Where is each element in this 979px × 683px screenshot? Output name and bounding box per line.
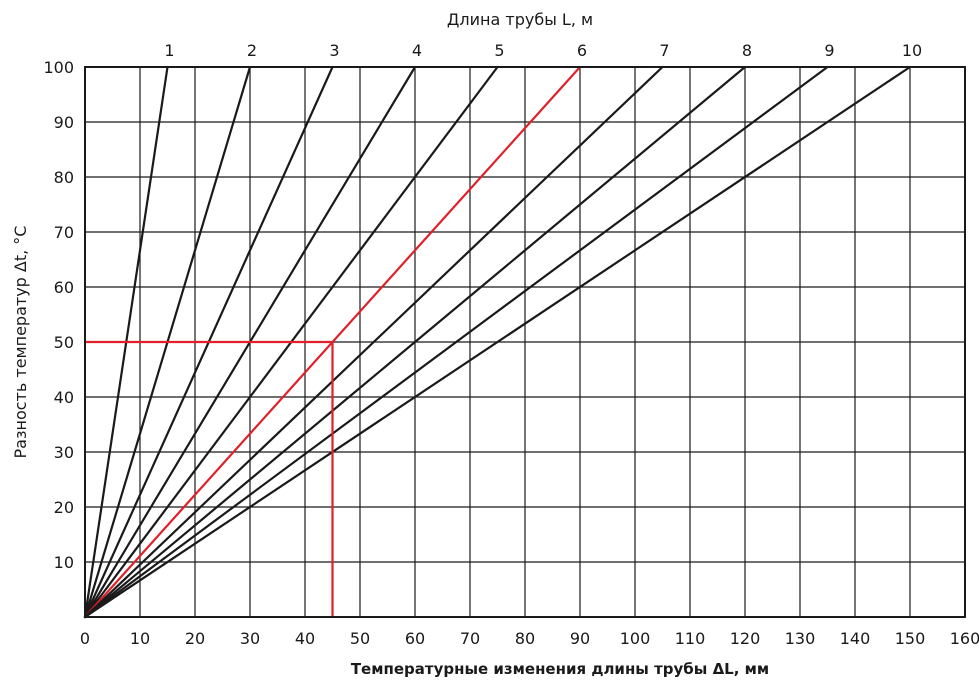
x-tick-label: 40 xyxy=(295,629,315,648)
y-tick-label: 80 xyxy=(54,168,74,187)
y-tick-label: 10 xyxy=(54,553,74,572)
x-tick-label: 150 xyxy=(895,629,926,648)
y-tick-label: 50 xyxy=(54,333,74,352)
series-label-6: 6 xyxy=(577,41,587,60)
series-line-8 xyxy=(83,65,747,619)
tick-labels: 0 10 20 30 40 50 60 70 80 90 100 110 120 130 140 150 160… xyxy=(43,41,979,648)
x-tick-label: 100 xyxy=(620,629,651,648)
x-axis-title: Температурные изменения длины трубы ΔL, … xyxy=(351,660,769,678)
top-axis-title: Длина трубы L, м xyxy=(447,10,593,29)
x-tick-label: 90 xyxy=(570,629,590,648)
x-tick-label: 120 xyxy=(730,629,761,648)
series-label-7: 7 xyxy=(659,41,669,60)
y-axis-title: Разность температур Δt, °C xyxy=(11,226,30,459)
plot-frame xyxy=(84,66,966,618)
example-path xyxy=(85,340,334,617)
x-tick-label: 110 xyxy=(675,629,706,648)
y-tick-label: 100 xyxy=(43,58,74,77)
y-tick-label: 30 xyxy=(54,443,74,462)
y-tick-label: 70 xyxy=(54,223,74,242)
series-label-10: 10 xyxy=(902,41,922,60)
series-label-1: 1 xyxy=(164,41,174,60)
x-tick-label: 0 xyxy=(80,629,90,648)
series-label-5: 5 xyxy=(494,41,504,60)
series-line-7 xyxy=(83,65,664,619)
series-label-3: 3 xyxy=(329,41,339,60)
x-tick-label: 130 xyxy=(785,629,816,648)
series-label-9: 9 xyxy=(824,41,834,60)
x-tick-label: 140 xyxy=(840,629,871,648)
y-tick-label: 90 xyxy=(54,113,74,132)
x-tick-label: 80 xyxy=(515,629,535,648)
series-line-10 xyxy=(83,65,912,619)
series-label-2: 2 xyxy=(247,41,257,60)
y-tick-label: 60 xyxy=(54,278,74,297)
x-tick-label: 20 xyxy=(185,629,205,648)
x-tick-label: 60 xyxy=(405,629,425,648)
y-tick-label: 40 xyxy=(54,388,74,407)
x-tick-label: 10 xyxy=(130,629,150,648)
x-tick-label: 30 xyxy=(240,629,260,648)
x-tick-label: 70 xyxy=(460,629,480,648)
x-tick-label: 160 xyxy=(950,629,979,648)
series-label-4: 4 xyxy=(412,41,422,60)
y-tick-label: 20 xyxy=(54,498,74,517)
series-label-8: 8 xyxy=(742,41,752,60)
x-tick-label: 50 xyxy=(350,629,370,648)
series-line-9 xyxy=(83,65,829,619)
